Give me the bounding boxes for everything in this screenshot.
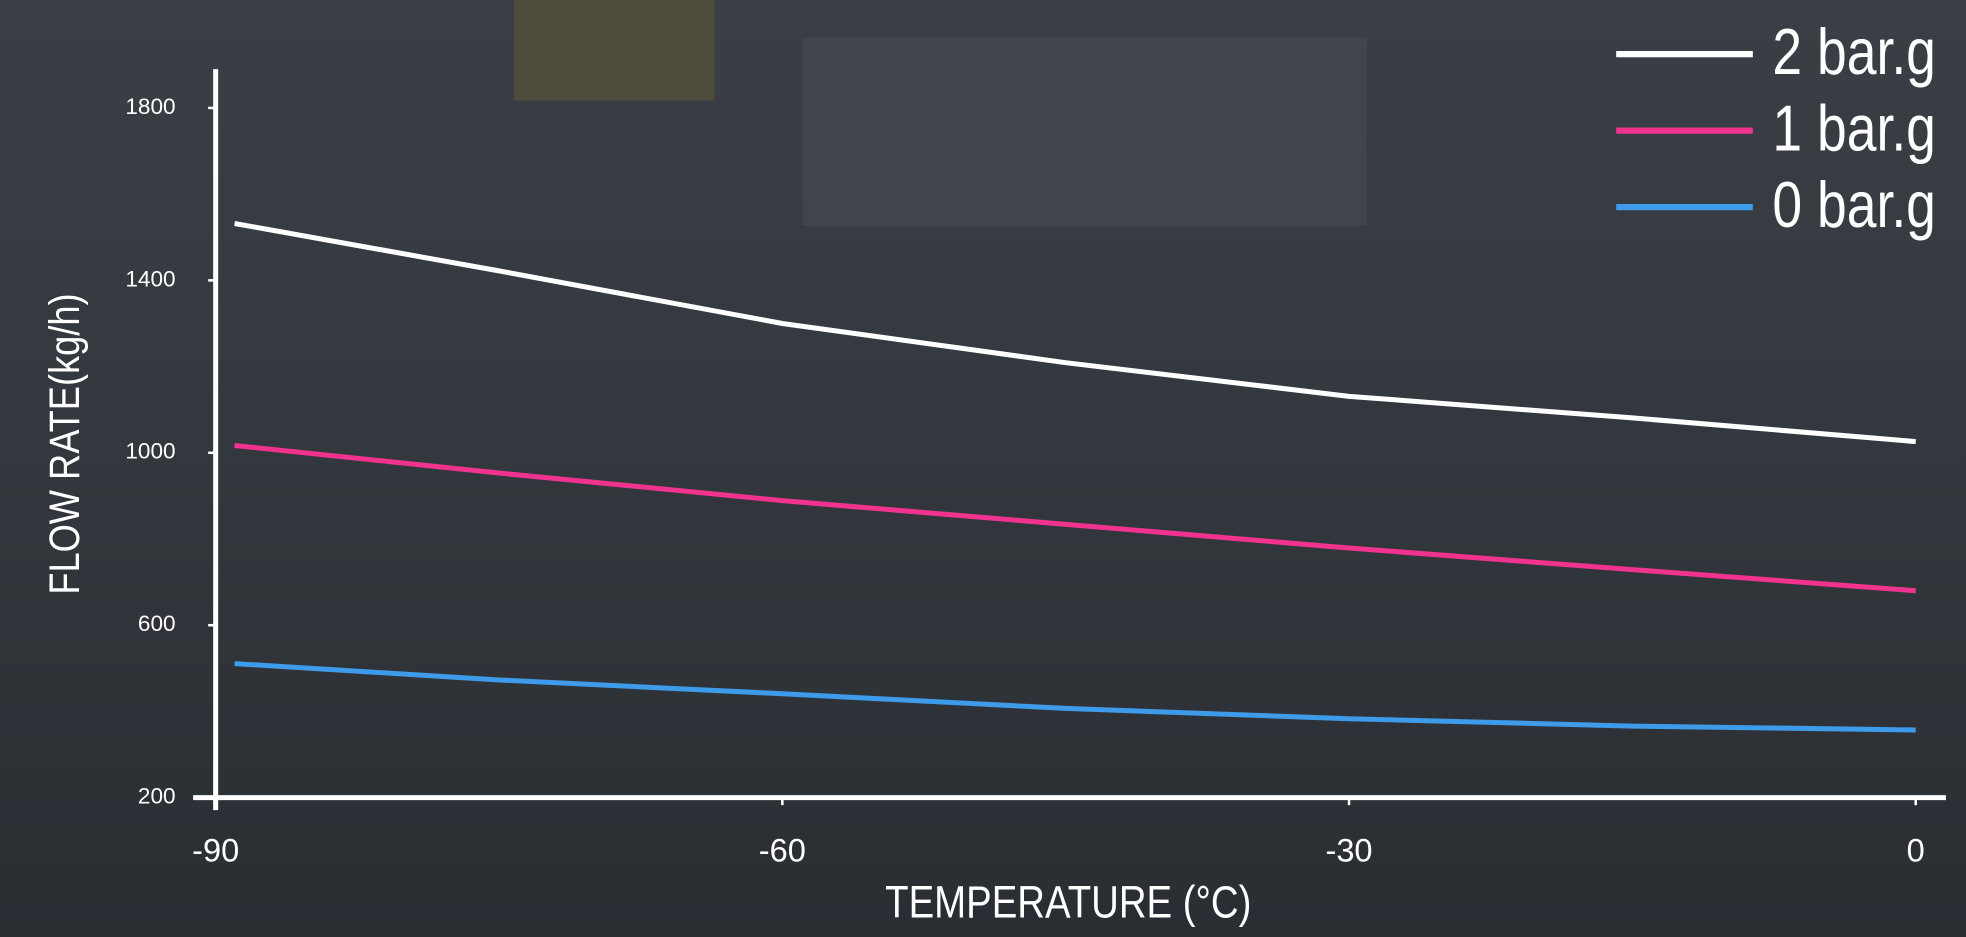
x-tick-label: -30 bbox=[1325, 831, 1372, 868]
y-tick-label: 200 bbox=[138, 784, 176, 809]
legend-label: 2 bar.g bbox=[1772, 15, 1935, 88]
legend-label: 1 bar.g bbox=[1772, 91, 1935, 164]
x-axis-label: TEMPERATURE (°C) bbox=[885, 876, 1251, 927]
x-tick-label: -90 bbox=[192, 831, 239, 868]
y-tick-label: 600 bbox=[138, 611, 176, 636]
y-tick-label: 1800 bbox=[125, 94, 175, 119]
background-shape bbox=[514, 0, 715, 100]
x-tick-label: -60 bbox=[759, 831, 806, 868]
x-tick-label: 0 bbox=[1907, 831, 1925, 868]
page: {"chart_data": { "type": "line", "x_labe… bbox=[0, 0, 1966, 937]
y-tick-label: 1000 bbox=[125, 439, 175, 464]
legend-label: 0 bar.g bbox=[1772, 168, 1935, 241]
y-axis-label: FLOW RATE(kg/h) bbox=[41, 293, 88, 594]
background-shape bbox=[802, 38, 1366, 226]
y-tick-label: 1400 bbox=[125, 266, 175, 291]
chart: TEMPERATURE (°C) FLOW RATE(kg/h) 200 600 1… bbox=[0, 0, 1966, 937]
